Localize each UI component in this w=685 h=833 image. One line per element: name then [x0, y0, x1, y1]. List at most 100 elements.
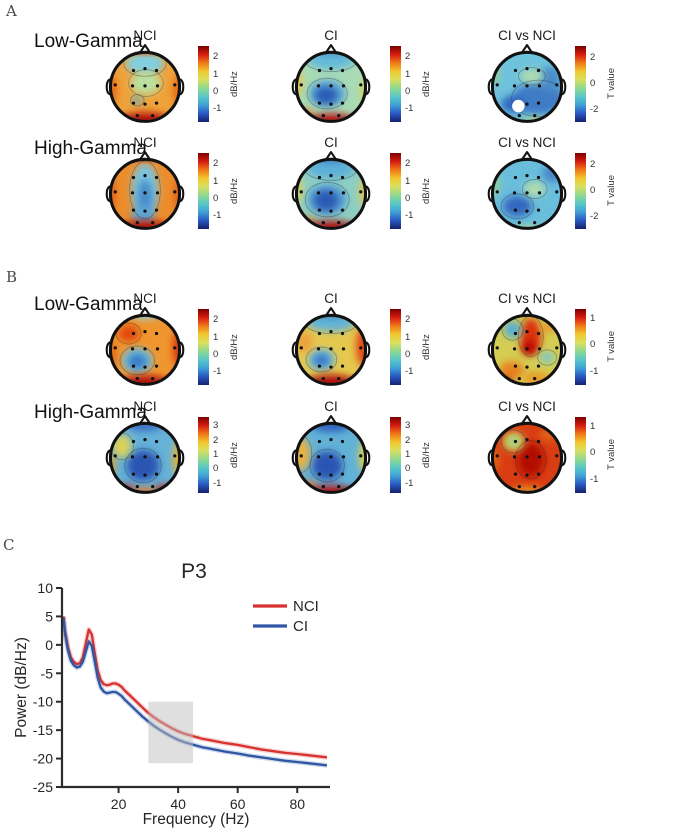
colorbar-unit-label: T value — [606, 439, 617, 471]
electrode-dot — [143, 209, 147, 213]
electrode-dot — [525, 191, 529, 195]
electrode-dot — [495, 454, 499, 458]
colorbar-tick-label: 1 — [405, 68, 411, 80]
electrode-dot — [173, 190, 177, 194]
left-ear-icon — [487, 449, 493, 467]
electrode-dot — [299, 190, 303, 194]
panel-label-a: A — [6, 2, 17, 20]
right-ear-icon — [179, 449, 185, 467]
electrode-dot — [299, 454, 303, 458]
colorbar-tick-label: -1 — [213, 210, 222, 222]
electrode-dot — [143, 191, 147, 195]
colorbar-unit-label: T value — [606, 175, 617, 207]
electrode-dot — [154, 68, 159, 73]
electrode-dot — [517, 114, 521, 118]
colorbar — [390, 417, 401, 493]
electrode-dot — [113, 454, 117, 458]
colorbar-tick-label: -1 — [213, 103, 222, 115]
electrode-dot — [359, 83, 363, 87]
head-outline — [490, 421, 564, 494]
electrode-dot — [131, 439, 136, 444]
left-ear-icon — [291, 449, 297, 467]
electrode-dot — [513, 364, 518, 368]
right-ear-icon — [365, 341, 371, 359]
electrode-dot — [340, 331, 345, 336]
electrode-dot — [143, 66, 147, 71]
topomap-title: CI — [324, 135, 338, 150]
electrode-dot — [154, 101, 159, 105]
colorbar-tick-label: 1 — [405, 175, 411, 187]
series-line-nci — [62, 616, 328, 759]
colorbar-tick-label: -1 — [590, 366, 599, 378]
electrode-dot — [536, 101, 541, 105]
head-outline — [108, 313, 182, 386]
electrode-dot — [536, 439, 541, 444]
electrode-dot — [525, 473, 529, 477]
colorbar — [198, 417, 209, 493]
electrode-dot — [337, 485, 341, 489]
topomap-title: CI — [324, 28, 338, 43]
electrode-dot — [533, 114, 537, 118]
scalp-field — [297, 316, 365, 384]
scalp-field — [493, 160, 561, 228]
electrode-dot — [151, 485, 155, 489]
electrode-dot — [525, 365, 529, 369]
electrode-dot — [555, 454, 559, 458]
colorbar — [198, 153, 209, 229]
right-ear-icon — [179, 78, 185, 96]
electrode-dot — [495, 83, 499, 87]
topomap-title: CI — [324, 399, 338, 414]
electrode-dot — [143, 455, 147, 459]
electrode-dot — [154, 208, 159, 212]
colorbar-tick-label: 2 — [590, 52, 596, 64]
topomap-ci — [291, 44, 371, 123]
electrode-dot — [329, 66, 333, 71]
head-outline — [490, 50, 564, 123]
electrode-dot — [130, 191, 135, 195]
colorbar — [390, 309, 401, 385]
scalp-field — [297, 160, 365, 228]
electrode-dot — [329, 329, 333, 334]
electrode-dot — [321, 221, 325, 225]
electrode-dot — [317, 439, 322, 444]
electrode-dot — [131, 208, 136, 212]
electrode-dot — [337, 377, 341, 381]
electrode-dot — [151, 377, 155, 381]
colorbar-tick-label: 1 — [405, 449, 411, 460]
electrode-dot — [525, 455, 529, 459]
y-tick-label: 5 — [45, 608, 53, 624]
electrode-dot — [131, 331, 136, 336]
right-ear-icon — [561, 449, 567, 467]
electrode-dot — [143, 329, 147, 334]
electrode-dot — [525, 84, 529, 88]
topomap-ci-vs-nci — [487, 307, 567, 386]
left-ear-icon — [105, 449, 111, 467]
colorbar-tick-label: 0 — [213, 86, 219, 98]
electrode-dot — [317, 331, 322, 336]
legend-label-nci: NCI — [293, 598, 319, 615]
band-label: High-Gamma — [34, 402, 147, 423]
colorbar — [575, 153, 586, 229]
electrode-dot — [155, 191, 160, 195]
right-ear-icon — [365, 185, 371, 203]
topomap-ci — [291, 307, 371, 386]
colorbar — [575, 46, 586, 122]
electrode-dot — [143, 347, 147, 351]
electrode-dot — [131, 175, 136, 180]
electrode-dot — [536, 331, 541, 336]
electrode-dot — [359, 346, 363, 350]
left-ear-icon — [487, 185, 493, 203]
electrode-dot — [537, 84, 542, 88]
electrode-dot — [135, 377, 139, 381]
electrode-dot — [316, 84, 321, 88]
colorbar-tick-label: -1 — [590, 474, 599, 486]
colorbar-unit-label: dB/Hz — [229, 178, 240, 204]
electrode-dot — [340, 101, 345, 105]
right-ear-icon — [561, 185, 567, 203]
electrode-dot — [173, 346, 177, 350]
topomap-title: CI vs NCI — [498, 291, 556, 306]
colorbar-tick-label: 0 — [590, 78, 596, 89]
colorbar-tick-label: 2 — [213, 434, 219, 446]
colorbar-tick-label: 3 — [213, 420, 219, 432]
electrode-dot — [359, 454, 363, 458]
